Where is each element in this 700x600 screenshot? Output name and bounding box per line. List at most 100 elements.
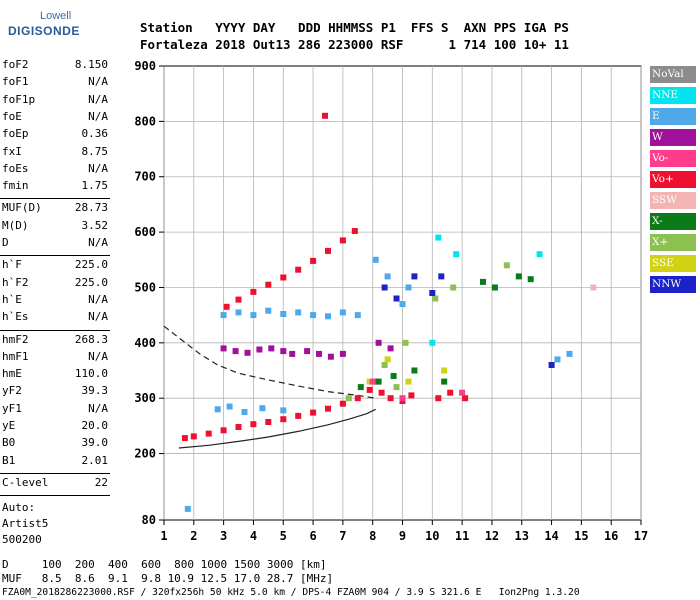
param-name: M(D) [2, 218, 29, 232]
echo-point-e [354, 312, 361, 319]
param-name: foEs [2, 161, 29, 175]
legend-item-noval: NoVal [650, 66, 696, 83]
echo-point-vo- [435, 395, 442, 402]
x-tick-label: 17 [634, 529, 648, 543]
autoscaling-info: Artist5 [2, 517, 49, 531]
echo-point-vo- [265, 281, 272, 288]
header-row-2: Fortaleza 2018 Out13 286 223000 RSF 1 71… [140, 37, 569, 52]
echo-point-e [554, 356, 561, 363]
echo-point-nne [435, 234, 442, 241]
param-row: B0 39.0 [2, 436, 108, 453]
legend-item-w: W [650, 129, 696, 146]
echo-point-x- [357, 384, 364, 391]
y-tick-label: 300 [134, 391, 156, 405]
param-divider [0, 495, 110, 497]
echo-point-e [214, 406, 221, 413]
echo-point-w [289, 350, 296, 357]
y-tick-label: 700 [134, 170, 156, 184]
logo-line2: DIGISONDE [8, 24, 80, 38]
footer-info: FZA0M_2018286223000.RSF / 320fx256h 50 k… [2, 587, 580, 598]
echo-point-e [325, 313, 331, 320]
echo-point-vo- [295, 266, 302, 273]
echo-point-x- [450, 284, 457, 291]
param-name: hmF2 [2, 332, 29, 346]
echo-point-nnw [381, 284, 388, 291]
y-tick-label: 80 [142, 513, 156, 527]
x-tick-label: 3 [220, 529, 227, 543]
legend-item-x-: X- [650, 213, 696, 230]
param-value: N/A [88, 236, 108, 249]
param-divider [0, 198, 110, 200]
echo-point-w [220, 345, 227, 352]
param-name: yF2 [2, 384, 22, 398]
echo-point-x- [390, 373, 397, 379]
param-row: h`F2 225.0 [2, 276, 108, 293]
param-row: D N/A [2, 236, 108, 253]
echo-point-x- [480, 278, 486, 285]
echo-point-vo- [265, 419, 272, 425]
echo-point-e [226, 403, 233, 410]
legend-item-vo-: Vo+ [650, 171, 696, 188]
param-name: fmin [2, 179, 29, 193]
echo-point-vo- [235, 424, 242, 430]
echo-point-vo- [223, 303, 230, 310]
logo-line1: Lowell [40, 10, 72, 22]
param-value: 225.0 [74, 258, 108, 272]
echo-point-vo- [447, 389, 454, 396]
param-name: h`F2 [2, 275, 29, 289]
x-tick-label: 7 [339, 529, 346, 543]
legend-item-vo-: Vo- [650, 150, 696, 167]
profile-dashed-line [163, 325, 376, 399]
param-name: h`Es [2, 310, 29, 324]
echo-point-x- [393, 384, 400, 391]
x-tick-label: 15 [574, 529, 588, 543]
param-value: 0.36 [81, 127, 109, 141]
param-row: foF1 N/A [2, 75, 108, 92]
param-name: h`F [2, 258, 22, 272]
legend-item-e: E [650, 108, 696, 125]
param-row: foF1p N/A [2, 93, 108, 110]
echo-point-w [339, 350, 346, 357]
param-row: foEp 0.36 [2, 127, 108, 144]
param-name: foF1p [2, 92, 36, 106]
echo-point-e [566, 350, 573, 357]
param-divider [0, 255, 110, 257]
echo-point-e [280, 407, 287, 414]
param-row: yE 20.0 [2, 419, 108, 436]
x-tick-label: 14 [544, 529, 558, 543]
x-tick-label: 5 [280, 529, 287, 543]
echo-point-vo- [351, 228, 358, 234]
profile-solid-line [178, 408, 376, 449]
echo-point-vo- [235, 296, 242, 303]
legend-item-nne: NNE [650, 87, 696, 104]
param-row: C-level 22 [2, 476, 108, 493]
echo-point-e [295, 309, 302, 316]
x-tick-label: 4 [250, 529, 257, 543]
echo-point-vo- [220, 427, 227, 434]
x-tick-label: 12 [485, 529, 499, 543]
param-value: 20.0 [81, 419, 109, 432]
param-row: h`F 225.0 [2, 258, 108, 275]
echo-point-w [327, 353, 334, 360]
param-value: 1.75 [81, 179, 109, 193]
param-value: 8.150 [74, 58, 108, 71]
x-tick-label: 11 [455, 529, 469, 543]
param-row: MUF(D) 28.73 [2, 201, 108, 218]
echo-point-vo- [322, 112, 328, 119]
y-tick-label: 900 [134, 59, 156, 73]
echo-point-vo- [250, 288, 257, 295]
x-tick-label: 10 [425, 529, 439, 543]
echo-point-x- [515, 273, 522, 280]
echo-point-e [235, 309, 242, 316]
x-tick-label: 8 [369, 529, 376, 543]
echo-point-vo- [190, 433, 197, 440]
param-name: yE [2, 419, 16, 432]
param-row: fmin 1.75 [2, 179, 108, 196]
echo-point-vo- [399, 395, 406, 402]
param-value: 3.52 [81, 218, 109, 232]
echo-point-ssw [590, 284, 597, 291]
echo-point-vo- [354, 395, 361, 402]
header-row-1: Station YYYY DAY DDD HHMMSS P1 FFS S AXN… [140, 20, 569, 35]
echo-point-vo- [408, 392, 415, 399]
